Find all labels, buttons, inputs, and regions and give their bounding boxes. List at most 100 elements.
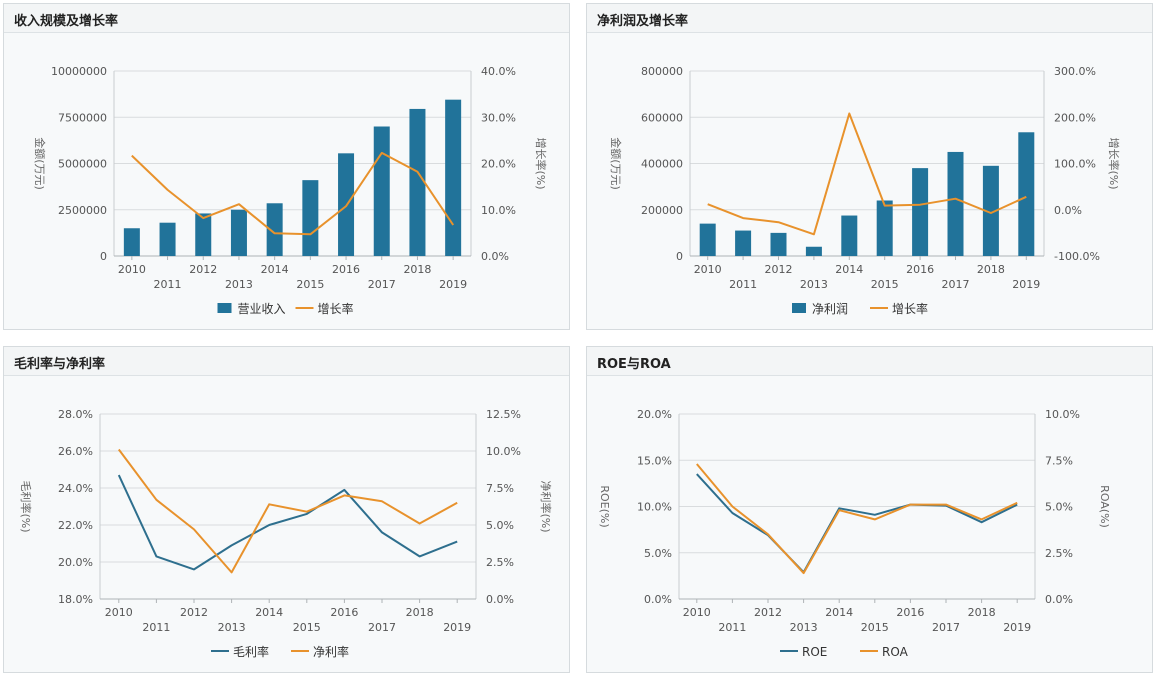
right-tick-label: 2.5% xyxy=(486,556,514,569)
left-tick-label: 600000 xyxy=(641,111,683,124)
panel-header: 毛利率与净利率 xyxy=(4,347,569,376)
left-tick-label: 0.0% xyxy=(644,593,672,606)
panel-header: 净利润及增长率 xyxy=(587,4,1152,33)
chart-panel-roe-roa: ROE与ROA 0.0% 5.0% 10.0% 15.0% 20.0% 0.0% 2.5% 5… xyxy=(586,346,1153,673)
right-tick-label: 0.0% xyxy=(1045,593,1073,606)
left-tick-label: 15.0% xyxy=(637,454,672,467)
right-tick-label: 200.0% xyxy=(1054,111,1096,124)
x-tick-label: 2010 xyxy=(118,263,146,276)
x-tick-label: 2015 xyxy=(296,278,324,291)
left-tick-label: 20.0% xyxy=(58,556,93,569)
series-line-0 xyxy=(117,474,458,571)
right-tick-label: 20.0% xyxy=(481,158,516,171)
right-tick-label: 300.0% xyxy=(1054,65,1096,78)
x-tick-label: 2015 xyxy=(871,278,899,291)
x-tick-label: 2014 xyxy=(255,606,283,619)
x-tick-label: 2018 xyxy=(977,263,1005,276)
bar xyxy=(123,228,140,256)
left-tick-label: 800000 xyxy=(641,65,683,78)
x-tick-label: 2011 xyxy=(154,278,182,291)
bar xyxy=(1018,132,1035,256)
x-tick-label: 2012 xyxy=(189,263,217,276)
x-tick-label: 2010 xyxy=(105,606,133,619)
legend-label: 增长率 xyxy=(892,301,928,316)
right-tick-label: 7.5% xyxy=(486,482,514,495)
right-tick-label: 7.5% xyxy=(1045,454,1073,467)
right-tick-label: 0.0% xyxy=(486,593,514,606)
net-profit-chart: 0 200000 400000 600000 800000 -100.0% 0.0% 100.… xyxy=(609,65,1121,316)
left-axis-title: 金额(万元) xyxy=(609,137,623,190)
x-tick-label: 2017 xyxy=(942,278,970,291)
series-line-1 xyxy=(696,463,1018,575)
x-tick-label: 2014 xyxy=(835,263,863,276)
right-axis-title: 净利率(%) xyxy=(539,480,553,532)
series-line-0 xyxy=(707,112,1027,236)
x-tick-label: 2016 xyxy=(332,263,360,276)
left-tick-label: 5000000 xyxy=(58,158,107,171)
x-tick-label: 2018 xyxy=(968,606,996,619)
bar xyxy=(770,232,787,256)
bar xyxy=(373,126,390,256)
legend-label: 增长率 xyxy=(318,301,354,316)
left-tick-label: 2500000 xyxy=(58,204,107,217)
right-tick-label: 2.5% xyxy=(1045,547,1073,560)
x-tick-label: 2010 xyxy=(694,263,722,276)
panel-title: 净利润及增长率 xyxy=(597,14,689,29)
right-tick-label: 40.0% xyxy=(481,65,516,78)
bar xyxy=(409,108,426,256)
right-tick-label: 5.0% xyxy=(1045,501,1073,514)
x-tick-label: 2018 xyxy=(406,606,434,619)
left-tick-label: 24.0% xyxy=(58,482,93,495)
x-tick-label: 2015 xyxy=(861,621,889,634)
left-tick-label: 0 xyxy=(100,250,107,263)
x-tick-label: 2012 xyxy=(765,263,793,276)
series-line-0 xyxy=(131,151,455,236)
right-tick-label: 5.0% xyxy=(486,519,514,532)
x-tick-label: 2016 xyxy=(896,606,924,619)
left-tick-label: 5.0% xyxy=(644,547,672,560)
right-tick-label: 10.0% xyxy=(481,204,516,217)
left-tick-label: 18.0% xyxy=(58,593,93,606)
right-axis-title: 增长率(%) xyxy=(1107,137,1121,189)
right-tick-label: 100.0% xyxy=(1054,158,1096,171)
x-tick-label: 2017 xyxy=(932,621,960,634)
legend-swatch xyxy=(792,303,806,313)
bar xyxy=(302,180,319,256)
legend-label: 净利率 xyxy=(313,644,349,659)
x-tick-label: 2019 xyxy=(1012,278,1040,291)
x-tick-label: 2016 xyxy=(330,606,358,619)
left-tick-label: 20.0% xyxy=(637,408,672,421)
x-tick-label: 2011 xyxy=(718,621,746,634)
right-axis-title: 增长率(%) xyxy=(534,137,548,189)
left-tick-label: 28.0% xyxy=(58,408,93,421)
legend-swatch xyxy=(217,303,232,313)
series-line-0 xyxy=(696,473,1018,574)
chart-panel-margins: 毛利率与净利率 18.0% 20.0% 22.0% 24.0% 26.0% 28.0% 0.… xyxy=(3,346,570,673)
legend-label: 净利润 xyxy=(812,302,848,316)
x-tick-label: 2013 xyxy=(790,621,818,634)
x-tick-label: 2017 xyxy=(368,621,396,634)
right-tick-label: 0.0% xyxy=(1054,204,1082,217)
bar xyxy=(445,99,462,256)
bar xyxy=(195,213,212,256)
left-tick-label: 10.0% xyxy=(637,501,672,514)
x-tick-label: 2016 xyxy=(906,263,934,276)
panel-header: ROE与ROA xyxy=(587,347,1152,376)
right-tick-label: 0.0% xyxy=(481,250,509,263)
panel-header: 收入规模及增长率 xyxy=(4,4,569,33)
series-line-1 xyxy=(117,448,458,574)
x-tick-label: 2015 xyxy=(293,621,321,634)
bar xyxy=(947,151,964,256)
left-tick-label: 22.0% xyxy=(58,519,93,532)
margins-chart: 18.0% 20.0% 22.0% 24.0% 26.0% 28.0% 0.0% 2.5% 5.… xyxy=(19,408,553,659)
x-tick-label: 2018 xyxy=(403,263,431,276)
x-tick-label: 2013 xyxy=(225,278,253,291)
panel-title: ROE与ROA xyxy=(597,357,671,372)
legend-label: ROE xyxy=(802,645,827,659)
panel-title: 毛利率与净利率 xyxy=(14,357,106,372)
x-tick-label: 2012 xyxy=(754,606,782,619)
right-tick-label: 10.0% xyxy=(486,445,521,458)
legend-label: 毛利率 xyxy=(233,644,269,659)
legend-label: ROA xyxy=(882,645,909,659)
x-tick-label: 2013 xyxy=(800,278,828,291)
